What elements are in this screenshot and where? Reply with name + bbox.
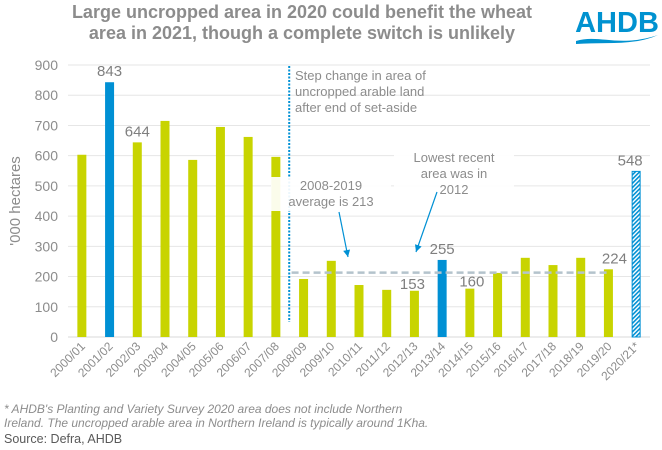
title-line-2: area in 2021, though a complete switch i… <box>88 23 516 43</box>
bar-2019-20 <box>603 269 613 337</box>
bar-2012-13 <box>409 290 419 337</box>
y-tick-label: 0 <box>50 329 58 345</box>
data-label: 160 <box>459 274 484 291</box>
footnote-line-2: Ireland. The uncropped arable area in No… <box>4 416 429 430</box>
footnote-line-1: * AHDB's Planting and Variety Survey 202… <box>4 402 403 416</box>
y-tick-label: 800 <box>35 87 59 103</box>
bar-2005-06 <box>215 126 225 337</box>
data-label: 843 <box>97 63 122 80</box>
y-tick-label: 400 <box>35 208 59 224</box>
data-label: 153 <box>400 276 425 293</box>
average-arrow-head <box>343 249 351 257</box>
title-line-1: Large uncropped area in 2020 could benef… <box>71 2 533 22</box>
y-tick-label: 700 <box>35 117 59 133</box>
y-axis-label: '000 hectares <box>7 156 24 246</box>
bar-2000-01 <box>77 154 87 337</box>
bar-2007-08 <box>271 156 281 337</box>
bars <box>77 82 641 338</box>
data-label: 548 <box>618 152 643 169</box>
y-tick-label: 500 <box>35 178 59 194</box>
bar-2020-21- <box>631 170 641 338</box>
logo-text: AHDB <box>575 7 659 39</box>
bar-2014-15 <box>465 288 475 337</box>
y-tick-label: 100 <box>35 299 59 315</box>
bar-2008-09 <box>299 278 309 337</box>
y-tick-label: 300 <box>35 238 59 254</box>
step-change-annotation-line: after end of set-aside <box>295 100 417 115</box>
lowest-annotation-line: Lowest recent <box>414 150 495 165</box>
lowest-annotation-line: area was in <box>421 166 487 181</box>
bar-2001-02 <box>105 82 115 337</box>
bar-2006-07 <box>243 136 253 337</box>
x-axis-ticks: 2000/012001/022002/032003/042004/052005/… <box>47 339 642 383</box>
logo-wave-icon <box>576 35 658 44</box>
bar-2003-04 <box>160 120 170 338</box>
ahdb-logo: AHDB <box>575 7 659 44</box>
average-annotation-line: average is 213 <box>288 194 373 209</box>
bar-2009-10 <box>326 260 336 337</box>
bar-2004-05 <box>188 159 198 337</box>
footnote: * AHDB's Planting and Variety Survey 202… <box>4 402 428 430</box>
average-arrow-shaft <box>338 211 349 258</box>
chart: 0 100 200 300 400 500 600 700 800 900 '000 hectar… <box>7 57 650 383</box>
average-annotation-line: 2008-2019 <box>300 178 362 193</box>
bar-2002-03 <box>132 142 142 337</box>
data-label: 224 <box>602 250 627 267</box>
bar-2011-12 <box>382 289 392 337</box>
source-note: Source: Defra, AHDB <box>4 432 123 446</box>
bar-2018-19 <box>576 257 586 337</box>
data-label: 255 <box>430 241 455 258</box>
bar-2016-17 <box>520 257 530 337</box>
chart-title: Large uncropped area in 2020 could benef… <box>52 2 552 44</box>
step-change-annotation-line: uncropped arable land <box>295 84 424 99</box>
lowest-annotation-line: 2012 <box>440 182 469 197</box>
data-label: 644 <box>125 123 150 140</box>
bar-2017-18 <box>548 265 558 337</box>
bar-2013-14 <box>437 259 447 337</box>
lowest-annotation-background <box>394 149 514 199</box>
step-change-annotation-line: Step change in area of <box>295 68 426 83</box>
y-tick-label: 600 <box>35 148 59 164</box>
y-tick-label: 200 <box>35 269 59 285</box>
lowest-arrow-shaft <box>415 191 438 253</box>
lowest-arrow-head <box>415 244 422 252</box>
bar-2010-11 <box>354 285 364 337</box>
average-annotation-background <box>271 177 391 211</box>
y-tick-label: 900 <box>35 57 59 73</box>
bar-2015-16 <box>493 272 503 337</box>
y-axis-ticks: 0 100 200 300 400 500 600 700 800 900 <box>35 57 59 345</box>
